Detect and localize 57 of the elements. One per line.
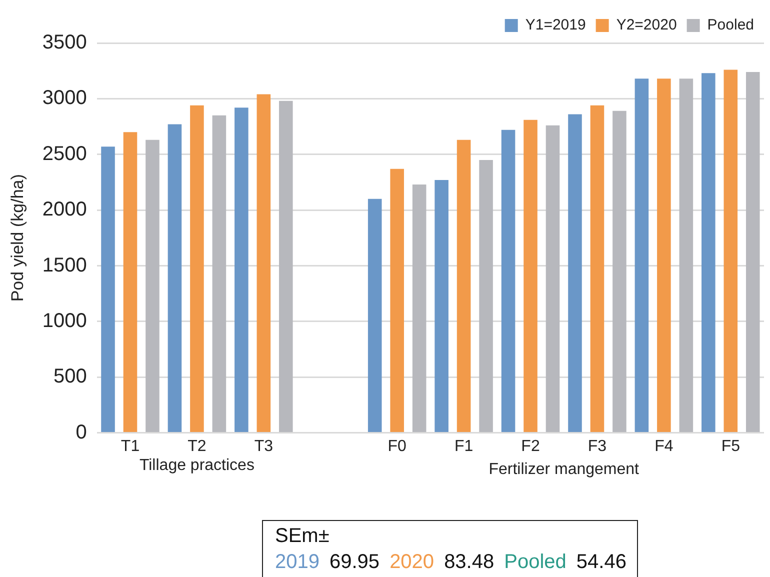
bar: [390, 168, 404, 432]
bar: [146, 140, 160, 432]
bar: [702, 73, 716, 432]
legend-label: Y2=2020: [616, 16, 677, 34]
text: Fertilizer mangement: [488, 460, 639, 479]
bar: [568, 114, 582, 432]
x-tick-label: T2: [188, 438, 206, 455]
bar: [657, 78, 671, 432]
text: Tillage practices: [139, 456, 254, 475]
bar: [234, 108, 248, 432]
x-tick-label: F0: [388, 438, 407, 455]
bar: [101, 146, 115, 432]
y-axis-title: Pod yield (kg/ha): [8, 174, 27, 302]
x-tick-label: T1: [120, 438, 140, 455]
text: 69.95: [330, 551, 380, 573]
y-tick-label: 3500: [42, 32, 87, 54]
bar: [256, 94, 271, 432]
bar: [168, 124, 182, 432]
bar: [524, 120, 538, 432]
bar: [412, 184, 426, 432]
y-tick-label: 1000: [42, 310, 87, 332]
x-tick-label: F2: [521, 438, 540, 455]
x-tick-label: F5: [721, 438, 740, 455]
legend-label: Pooled: [707, 16, 754, 34]
x-tick-label: F3: [588, 438, 607, 455]
y-tick-label: 1500: [42, 254, 87, 276]
bar: [190, 105, 204, 432]
bar: [501, 130, 516, 432]
y-tick-label: 2000: [42, 198, 87, 221]
bar: [456, 140, 471, 432]
y-tick-label: 0: [76, 421, 87, 444]
bar: [746, 72, 760, 432]
bar: [634, 78, 649, 432]
bar: [212, 115, 226, 432]
bar: [612, 110, 626, 432]
text: 2020: [390, 551, 434, 573]
text: Pooled: [504, 551, 566, 573]
y-tick-label: 2500: [42, 142, 87, 165]
bar: [546, 125, 560, 432]
x-tick-label: F4: [654, 438, 674, 455]
y-tick-label: 500: [54, 366, 87, 388]
y-tick-label: 3000: [42, 87, 87, 110]
bar: [590, 105, 604, 432]
bar: [123, 132, 138, 432]
bar: [679, 78, 694, 432]
bar: [724, 70, 738, 432]
bar: [479, 160, 493, 432]
bar: [368, 198, 382, 432]
bar: [434, 180, 448, 432]
legend-label: Y1=2019: [525, 16, 586, 34]
text: 2019: [275, 551, 320, 573]
text: SEm±: [275, 524, 330, 549]
x-tick-label: F1: [454, 438, 474, 455]
bar: [279, 100, 293, 432]
text: 54.46: [576, 551, 626, 573]
x-tick-label: T3: [254, 438, 274, 455]
text: 83.48: [444, 551, 494, 573]
